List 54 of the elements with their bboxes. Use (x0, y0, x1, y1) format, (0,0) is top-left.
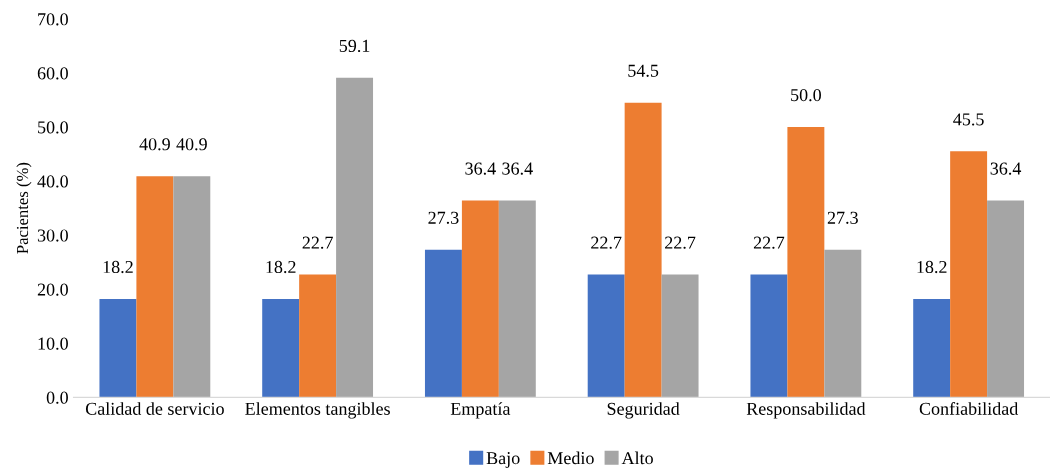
data-label: 45.5 (953, 113, 984, 126)
x-tick-label: Responsabilidad (746, 402, 866, 419)
bar (136, 176, 174, 398)
x-tick-label: Calidad de servicio (85, 402, 224, 415)
bar (262, 298, 300, 398)
data-label: 36.4 (502, 162, 533, 175)
data-label: 27.3 (428, 211, 459, 224)
data-label: 54.5 (628, 64, 659, 77)
data-label: 18.2 (266, 260, 296, 274)
data-label: 22.7 (665, 236, 696, 249)
data-label: 18.2 (917, 260, 947, 274)
data-label: 50.0 (791, 88, 821, 102)
data-label: 36.4 (990, 162, 1022, 175)
data-label: 18.2 (103, 260, 133, 274)
bar (336, 77, 374, 398)
bar (424, 249, 462, 398)
y-tick-label: 20.0 (37, 283, 68, 296)
data-label: 22.7 (591, 236, 622, 249)
bar (913, 298, 951, 398)
y-tick-label: 70.0 (38, 13, 68, 26)
legend-label: Bajo (486, 452, 520, 468)
bar (587, 274, 625, 398)
x-tick-label: Empatía (450, 402, 511, 419)
x-tick-label: Confiabilidad (919, 402, 1019, 415)
data-label: 59.1 (339, 39, 370, 53)
bar (787, 127, 825, 398)
bar (173, 176, 211, 398)
y-tick-label: 40.0 (37, 175, 68, 188)
y-tick-label: 50.0 (38, 121, 68, 134)
bar (99, 298, 137, 398)
y-tick-label: 30.0 (37, 229, 68, 242)
y-tick-label: 0.0 (46, 391, 68, 404)
legend-label: Medio (547, 451, 594, 465)
bar (661, 274, 699, 398)
data-label: 27.3 (827, 211, 858, 224)
x-tick-label: Elementos tangibles (245, 402, 390, 419)
bar (299, 274, 337, 398)
bar (498, 200, 536, 398)
bar (461, 200, 499, 398)
y-tick-label: 10.0 (38, 337, 68, 350)
bar (950, 151, 988, 398)
y-axis-title: Pacientes (%) (16, 162, 32, 254)
bar (824, 249, 862, 398)
data-label: 40.9 (139, 138, 170, 151)
bar (624, 102, 662, 398)
legend-label: Alto (621, 451, 653, 465)
bar (987, 200, 1025, 398)
data-label: 40.9 (176, 138, 207, 151)
x-tick-label: Seguridad (607, 402, 680, 419)
bar (750, 274, 788, 398)
data-label: 22.7 (302, 236, 333, 249)
data-label: 36.4 (465, 162, 496, 175)
y-tick-label: 60.0 (37, 67, 68, 80)
data-label: 22.7 (753, 236, 785, 249)
